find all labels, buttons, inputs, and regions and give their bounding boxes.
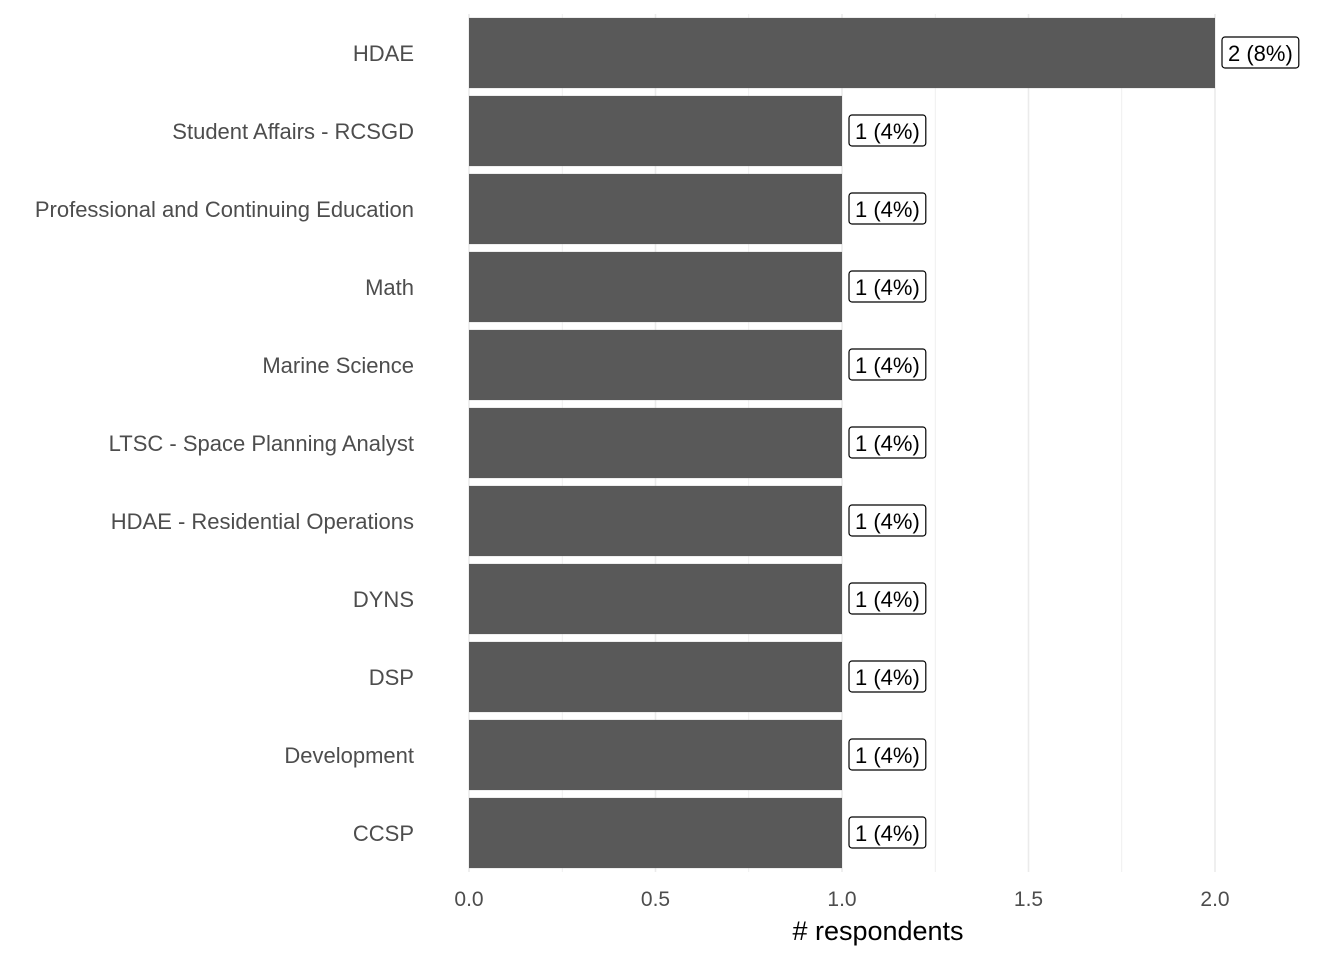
data-label-box (848, 270, 927, 303)
data-label: 1 (4%) (848, 192, 927, 225)
data-labels: 2 (8%) 1 (4%) 1 (4%) 1 (4%) 1 (4%) 1 (4%) 1 (4… (848, 36, 1300, 849)
data-label: 1 (4%) (848, 660, 927, 693)
bar (469, 797, 842, 869)
x-axis-ticks: 0.0 0.5 1.0 1.5 2.0 (454, 888, 1229, 911)
data-label-box (848, 426, 927, 459)
bar (469, 329, 842, 401)
data-label-text: 2 (8%) (1228, 41, 1293, 66)
category-label: Math (365, 275, 414, 300)
data-label: 1 (4%) (848, 504, 927, 537)
category-label: DSP (369, 665, 414, 690)
data-label: 1 (4%) (848, 582, 927, 615)
data-label-text: 1 (4%) (855, 197, 920, 222)
category-label: HDAE (353, 41, 414, 66)
category-label: CCSP (353, 821, 414, 846)
bar (469, 17, 1215, 89)
x-tick-label: 1.5 (1014, 888, 1043, 911)
bar (469, 173, 842, 245)
data-label: 2 (8%) (1221, 36, 1300, 69)
data-label-box (848, 660, 927, 693)
category-label: Student Affairs - RCSGD (172, 119, 414, 144)
bar (469, 563, 842, 635)
bar (469, 641, 842, 713)
x-tick-label: 1.0 (827, 888, 856, 911)
data-label-box (848, 114, 927, 147)
data-label-text: 1 (4%) (855, 275, 920, 300)
bars (469, 17, 1215, 869)
data-label-text: 1 (4%) (855, 119, 920, 144)
data-label-text: 1 (4%) (855, 353, 920, 378)
data-label-box (1221, 36, 1300, 69)
data-label: 1 (4%) (848, 426, 927, 459)
category-label: HDAE - Residential Operations (111, 509, 414, 534)
x-tick-label: 0.5 (641, 888, 670, 911)
data-label-text: 1 (4%) (855, 821, 920, 846)
data-label-text: 1 (4%) (855, 743, 920, 768)
category-label: DYNS (353, 587, 414, 612)
data-label-box (848, 348, 927, 381)
data-label-box (848, 738, 927, 771)
category-label: Development (284, 743, 414, 768)
x-axis-title: # respondents (792, 916, 963, 946)
category-label: LTSC - Space Planning Analyst (109, 431, 414, 456)
bar (469, 407, 842, 479)
bar (469, 95, 842, 167)
data-label-box (848, 816, 927, 849)
category-label: Marine Science (262, 353, 414, 378)
data-label-text: 1 (4%) (855, 431, 920, 456)
category-label: Professional and Continuing Education (35, 197, 414, 222)
data-label-box (848, 504, 927, 537)
bar (469, 251, 842, 323)
data-label-text: 1 (4%) (855, 587, 920, 612)
data-label-box (848, 192, 927, 225)
data-label-text: 1 (4%) (855, 665, 920, 690)
data-label: 1 (4%) (848, 738, 927, 771)
data-label: 1 (4%) (848, 348, 927, 381)
data-label-text: 1 (4%) (855, 509, 920, 534)
category-labels: HDAE Student Affairs - RCSGD Professional … (35, 41, 414, 846)
data-label: 1 (4%) (848, 816, 927, 849)
x-tick-label: 2.0 (1200, 888, 1229, 911)
data-label-box (848, 582, 927, 615)
x-tick-label: 0.0 (454, 888, 483, 911)
data-label: 1 (4%) (848, 114, 927, 147)
bar (469, 485, 842, 557)
data-label: 1 (4%) (848, 270, 927, 303)
bar (469, 719, 842, 791)
